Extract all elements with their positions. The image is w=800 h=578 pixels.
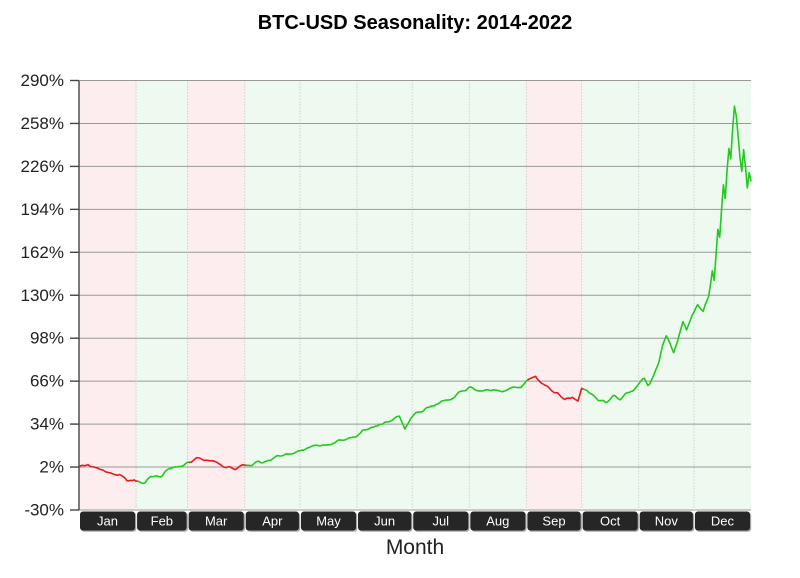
svg-text:194%: 194% [21,200,64,219]
svg-text:Dec: Dec [711,514,735,529]
svg-text:162%: 162% [21,243,64,262]
svg-text:Mar: Mar [205,514,228,529]
svg-text:66%: 66% [30,372,64,391]
svg-text:98%: 98% [30,329,64,348]
svg-text:Aug: Aug [486,514,509,529]
svg-text:Sep: Sep [542,514,565,529]
svg-text:2%: 2% [39,458,64,477]
svg-text:May: May [316,514,341,529]
svg-text:290%: 290% [21,71,64,90]
svg-text:Feb: Feb [151,514,173,529]
svg-text:Apr: Apr [262,514,283,529]
svg-text:226%: 226% [21,157,64,176]
svg-text:34%: 34% [30,415,64,434]
svg-text:-30%: -30% [24,501,64,520]
svg-text:Jun: Jun [374,514,395,529]
svg-text:130%: 130% [21,286,64,305]
svg-text:Jul: Jul [432,514,449,529]
svg-text:258%: 258% [21,114,64,133]
svg-text:Jan: Jan [97,514,118,529]
svg-text:Nov: Nov [655,514,679,529]
svg-text:Oct: Oct [600,514,621,529]
